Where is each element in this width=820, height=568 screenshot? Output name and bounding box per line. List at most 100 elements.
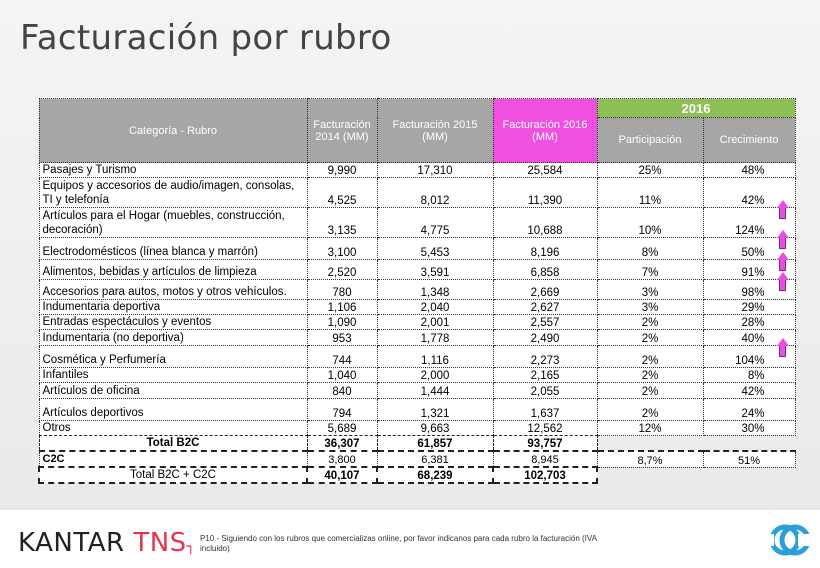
- fact-2015-cell: 1,444: [376, 382, 494, 399]
- cace-logo-icon: [770, 524, 810, 556]
- table-row: Equipos y accesorios de audio/imagen, co…: [38, 177, 796, 208]
- category-cell: Artículos para el Hogar (muebles, constr…: [38, 207, 308, 238]
- fact-2014-cell: 794: [306, 398, 378, 421]
- crecimiento-cell: 50%: [702, 230, 796, 260]
- table-row: Pasajes y Turismo 9,990 17,310 25,584 25% 48%: [38, 162, 796, 178]
- participacion-cell: 2%: [596, 329, 704, 346]
- crecimiento-cell: 91%: [702, 252, 796, 280]
- fact-2015-cell: 17,310: [376, 162, 494, 178]
- table-row: Entradas espectáculos y eventos 1,090 2,00…: [38, 314, 796, 330]
- crecimiento-cell: 104%: [702, 338, 796, 368]
- fact-2016-cell: 8,196: [492, 237, 598, 260]
- fact-2016-cell: 11,390: [492, 177, 598, 208]
- fact-2016-cell: 2,490: [492, 329, 598, 346]
- total-row: Total B2C 36,307 61,857 93,757: [38, 435, 795, 452]
- table-row: Indumentaria deportiva 1,106 2,040 2,627 3% 2…: [38, 299, 796, 315]
- fact-2014-cell: 840: [306, 382, 378, 399]
- header-fact-2016: Facturación 2016 (MM): [492, 98, 598, 163]
- category-cell: Otros: [38, 420, 308, 436]
- crecimiento-cell: 98%: [702, 272, 796, 300]
- empty-cell: [597, 467, 703, 483]
- total-f2016-cell: 93,757: [492, 435, 598, 452]
- fact-2014-cell: 780: [306, 279, 378, 300]
- table-row: Artículos de oficina 840 1,444 2,055 2% 42%: [38, 382, 796, 399]
- total-f2015-cell: 61,857: [376, 435, 494, 452]
- footer: KANTAR TNS┐ P10 - Siguiendo con los rubr…: [0, 510, 820, 568]
- table-row: Infantiles 1,040 2,000 2,165 2% 8%: [38, 367, 796, 383]
- fact-2014-cell: 1,106: [306, 299, 378, 315]
- fact-2015-cell: 2,001: [376, 314, 494, 330]
- totalall-label-cell: Total B2C + C2C: [38, 466, 308, 484]
- c2c-part-cell: 8,7%: [596, 450, 704, 468]
- fact-2016-cell: 1,637: [492, 398, 598, 421]
- table-row: Electrodomésticos (línea blanca y marrón…: [38, 230, 796, 260]
- crecimiento-cell: 40%: [702, 329, 796, 346]
- crecimiento-cell: 30%: [702, 420, 796, 436]
- fact-2016-cell: 12,562: [492, 420, 598, 436]
- fact-2014-cell: 2,520: [306, 259, 378, 280]
- participacion-cell: 3%: [596, 279, 704, 300]
- footnote: P10 - Siguiendo con los rubros que comer…: [200, 534, 597, 553]
- arrow-up-icon: [776, 200, 789, 219]
- participacion-cell: 7%: [596, 259, 704, 280]
- empty-cell: [703, 467, 795, 483]
- participacion-cell: 2%: [596, 382, 704, 399]
- header-fact-2015: Facturación 2015 (MM): [376, 98, 494, 163]
- participacion-cell: 2%: [596, 367, 704, 383]
- c2c-crec-cell: 51%: [702, 450, 796, 468]
- fact-2015-cell: 1,116: [376, 345, 494, 368]
- c2c-label-cell: C2C: [38, 450, 308, 468]
- category-cell: Indumentaria deportiva: [38, 299, 308, 315]
- participacion-cell: 25%: [596, 162, 704, 178]
- fact-2015-cell: 5,453: [376, 237, 494, 260]
- totalall-row: Total B2C + C2C 40,107 68,239 102,703: [38, 466, 795, 484]
- arrow-up-icon: [776, 272, 789, 291]
- participacion-cell: 2%: [596, 345, 704, 368]
- empty-cell: [703, 436, 795, 452]
- participacion-cell: 2%: [596, 314, 704, 330]
- arrow-up-icon: [776, 338, 789, 357]
- category-cell: Entradas espectáculos y eventos: [38, 314, 308, 330]
- c2c-row: C2C 3,800 6,381 8,945 8,7% 51%: [38, 450, 796, 468]
- table-row: Artículos deportivos 794 1,321 1,637 2% 24%: [38, 398, 796, 421]
- crecimiento-cell: 24%: [702, 398, 796, 421]
- fact-2014-cell: 3,135: [306, 207, 378, 238]
- billing-table-container: Categoría - Rubro Facturación 2014 (MM) …: [38, 98, 796, 484]
- crecimiento-cell: 29%: [702, 299, 796, 315]
- category-cell: Equipos y accesorios de audio/imagen, co…: [38, 177, 308, 208]
- category-cell: Cosmética y Perfumería: [38, 345, 308, 368]
- total-label-cell: Total B2C: [38, 435, 308, 452]
- table-row: Artículos para el Hogar (muebles, constr…: [38, 200, 796, 238]
- participacion-cell: 10%: [596, 207, 704, 238]
- fact-2015-cell: 4,775: [376, 207, 494, 238]
- fact-2016-cell: 6,858: [492, 259, 598, 280]
- fact-2015-cell: 9,663: [376, 420, 494, 436]
- crecimiento-cell: 8%: [702, 367, 796, 383]
- crecimiento-cell: 42%: [702, 177, 796, 208]
- c2c-f2014-cell: 3,800: [306, 450, 378, 468]
- category-cell: Alimentos, bebidas y artículos de limpie…: [38, 259, 308, 280]
- fact-2015-cell: 2,040: [376, 299, 494, 315]
- crecimiento-cell: 42%: [702, 382, 796, 399]
- fact-2014-cell: 9,990: [306, 162, 378, 178]
- category-cell: Pasajes y Turismo: [38, 162, 308, 178]
- crecimiento-cell: 124%: [702, 200, 796, 238]
- category-cell: Electrodomésticos (línea blanca y marrón…: [38, 237, 308, 260]
- table-row: Cosmética y Perfumería 744 1,116 2,273 2% 104…: [38, 338, 796, 368]
- participacion-cell: 12%: [596, 420, 704, 436]
- c2c-f2015-cell: 6,381: [376, 450, 494, 468]
- empty-cell: [597, 436, 703, 452]
- arrow-up-icon: [776, 252, 789, 271]
- fact-2014-cell: 953: [306, 329, 378, 346]
- participacion-cell: 3%: [596, 299, 704, 315]
- fact-2014-cell: 3,100: [306, 237, 378, 260]
- fact-2016-cell: 2,557: [492, 314, 598, 330]
- fact-2015-cell: 8,012: [376, 177, 494, 208]
- category-cell: Accesorios para autos, motos y otros veh…: [38, 279, 308, 300]
- crecimiento-cell: 48%: [702, 162, 796, 178]
- c2c-f2016-cell: 8,945: [492, 450, 598, 468]
- table-row: Accesorios para autos, motos y otros veh…: [38, 272, 796, 300]
- fact-2016-cell: 2,273: [492, 345, 598, 368]
- table-row: Otros 5,689 9,663 12,562 12% 30%: [38, 420, 796, 436]
- participacion-cell: 11%: [596, 177, 704, 208]
